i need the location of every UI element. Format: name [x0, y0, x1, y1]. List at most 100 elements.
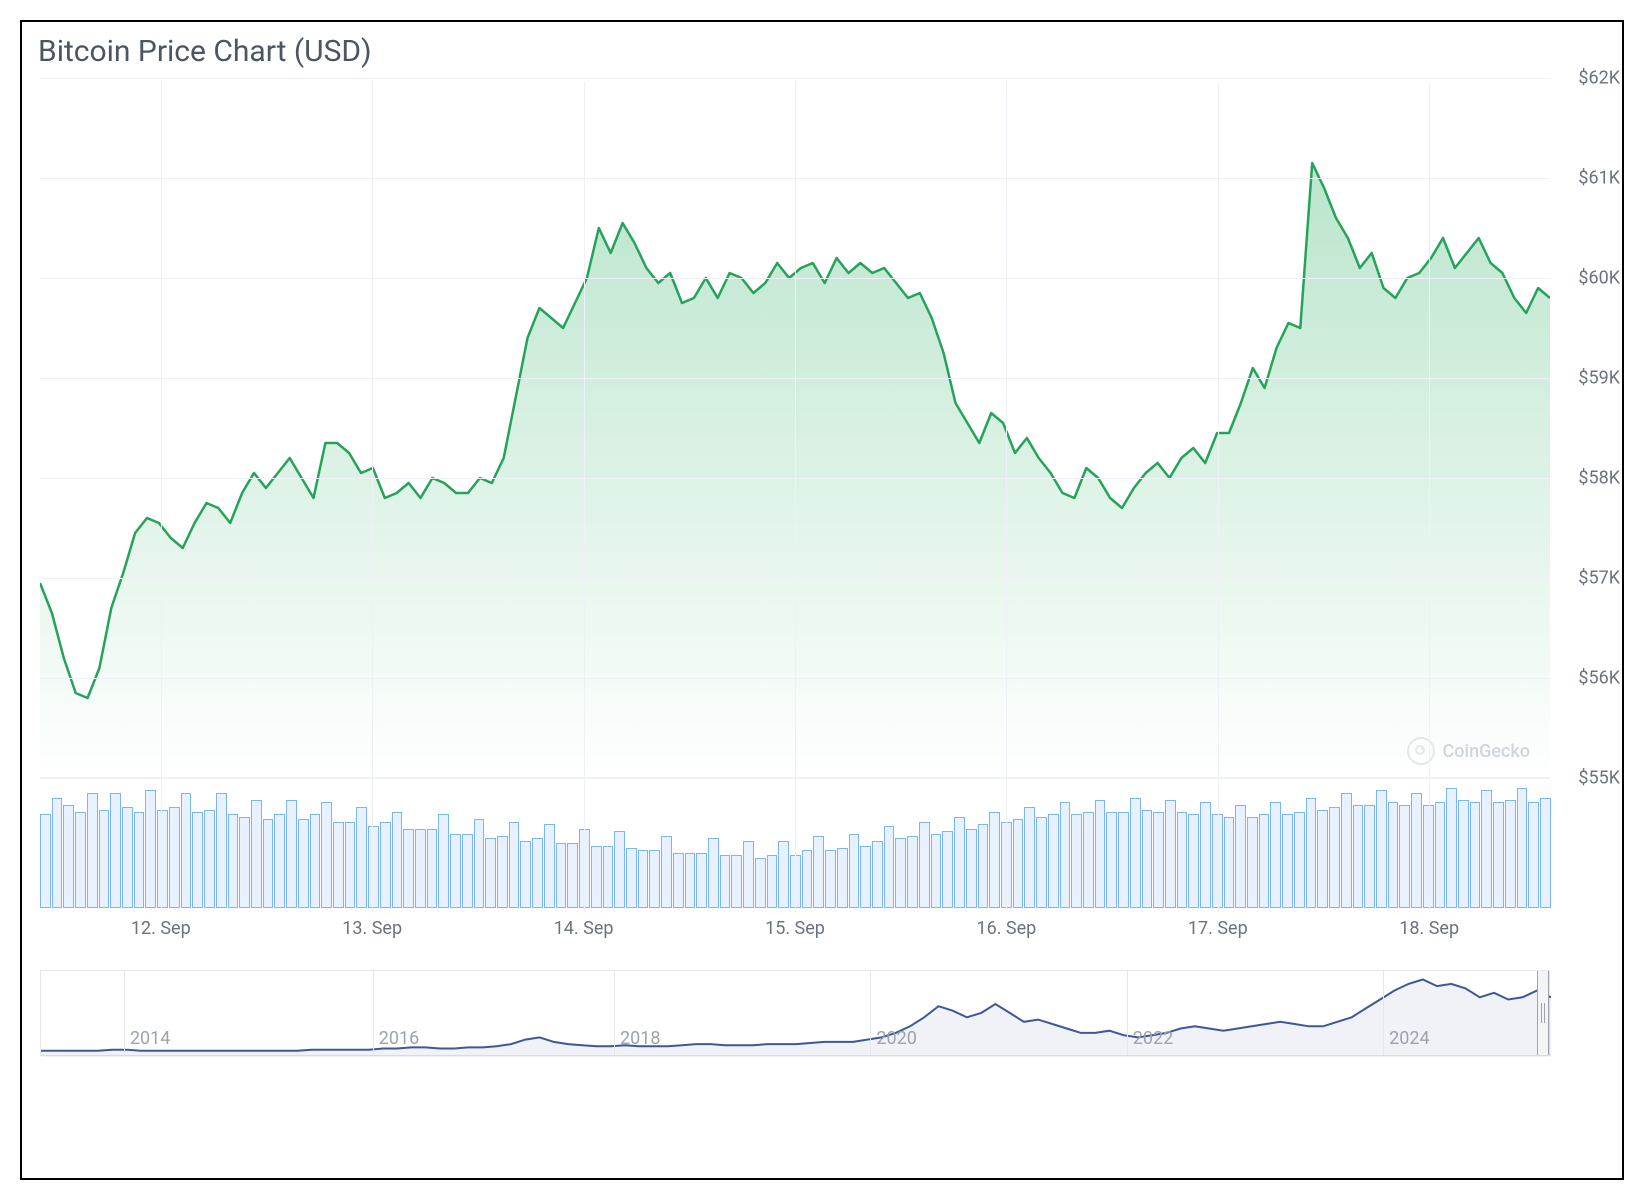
volume-bar — [1083, 812, 1094, 908]
volume-bar — [321, 802, 332, 908]
navigator-handle[interactable] — [1537, 971, 1549, 1055]
volume-bar — [767, 855, 778, 908]
volume-bar — [1282, 814, 1293, 908]
volume-bar — [1341, 793, 1352, 908]
volume-bar — [895, 838, 906, 908]
volume-bar — [1048, 814, 1059, 908]
volume-bar — [1388, 802, 1399, 908]
volume-bar — [1481, 790, 1492, 908]
volume-bar — [251, 800, 262, 908]
x-axis-label: 13. Sep — [342, 918, 402, 939]
volume-bar — [731, 855, 742, 908]
volume-bar — [1177, 812, 1188, 908]
volume-bar — [884, 826, 895, 908]
navigator-gridline — [1383, 971, 1384, 1055]
y-axis-label: $62K — [1578, 68, 1620, 89]
gecko-icon — [1407, 737, 1435, 765]
volume-bar — [556, 843, 567, 908]
navigator-label: 2018 — [620, 1028, 660, 1049]
navigator-gridline — [870, 971, 871, 1055]
volume-bar — [438, 814, 449, 908]
volume-bar — [626, 848, 637, 908]
volume-bar — [1153, 812, 1164, 908]
volume-bar — [849, 834, 860, 908]
volume-bar — [40, 814, 51, 908]
navigator-gridline — [124, 971, 125, 1055]
volume-bar — [1106, 812, 1117, 908]
volume-bar — [1294, 812, 1305, 908]
volume-bar — [509, 822, 520, 908]
volume-bar — [298, 819, 309, 908]
volume-bar — [192, 812, 203, 908]
volume-bar — [345, 822, 356, 908]
volume-bar — [392, 812, 403, 908]
volume-bar — [907, 836, 918, 908]
navigator-label: 2024 — [1389, 1028, 1429, 1049]
y-axis-label: $59K — [1578, 368, 1620, 389]
volume-bar — [603, 846, 614, 908]
volume-bar — [685, 853, 696, 908]
volume-bar — [1540, 798, 1551, 908]
volume-bar — [1024, 807, 1035, 908]
volume-bar — [825, 850, 836, 908]
volume-bar — [755, 858, 766, 908]
volume-bar — [989, 812, 1000, 908]
volume-bar — [368, 826, 379, 908]
volume-bar — [802, 850, 813, 908]
volume-bar — [1353, 805, 1364, 908]
volume-bar — [63, 805, 74, 908]
volume-bar — [110, 793, 121, 908]
navigator-label: 2014 — [130, 1028, 170, 1049]
chart-container: Bitcoin Price Chart (USD) $55K$56K$57K$5… — [20, 20, 1624, 1180]
volume-bar — [1095, 800, 1106, 908]
x-axis-label: 15. Sep — [765, 918, 825, 939]
volume-bar — [1142, 810, 1153, 908]
volume-bar — [1435, 802, 1446, 908]
volume-bar — [954, 817, 965, 908]
volume-bar — [1470, 802, 1481, 908]
volume-bar — [1493, 802, 1504, 908]
volume-bar — [450, 834, 461, 908]
volume-bar — [1060, 802, 1071, 908]
volume-bar — [638, 850, 649, 908]
volume-bar — [1399, 805, 1410, 908]
volume-bar — [1247, 817, 1258, 908]
volume-bar — [356, 807, 367, 908]
x-gridline — [584, 82, 585, 912]
volume-bar — [485, 838, 496, 908]
volume-bar — [1270, 802, 1281, 908]
navigator[interactable]: 2014 2016 2018 2020 2022 2024 — [40, 970, 1550, 1056]
volume-bar — [1013, 819, 1024, 908]
volume-bar — [837, 848, 848, 908]
x-axis-label: 18. Sep — [1399, 918, 1459, 939]
volume-bar — [1071, 814, 1082, 908]
y-axis: $55K$56K$57K$58K$59K$60K$61K$62K — [1560, 78, 1620, 777]
x-gridline — [795, 82, 796, 912]
navigator-label: 2016 — [379, 1028, 419, 1049]
volume-bar — [1517, 788, 1528, 908]
x-axis-label: 17. Sep — [1188, 918, 1248, 939]
navigator-label: 2020 — [876, 1028, 916, 1049]
volume-bar — [228, 814, 239, 908]
volume-bar — [614, 831, 625, 908]
volume-bar — [1376, 790, 1387, 908]
volume-bar — [1505, 800, 1516, 908]
volume-bar — [1130, 798, 1141, 908]
volume-bar — [1528, 802, 1539, 908]
navigator-label: 2022 — [1133, 1028, 1173, 1049]
navigator-gridline — [1127, 971, 1128, 1055]
volume-bar — [1458, 800, 1469, 908]
volume-bar — [157, 810, 168, 908]
navigator-gridline — [614, 971, 615, 1055]
volume-bar — [1423, 805, 1434, 908]
volume-bar — [169, 807, 180, 908]
volume-bar — [872, 841, 883, 908]
x-axis: 12. Sep13. Sep14. Sep15. Sep16. Sep17. S… — [40, 912, 1550, 946]
volume-bar — [1329, 807, 1340, 908]
volume-bar — [591, 846, 602, 908]
volume-bar — [1118, 812, 1129, 908]
volume-bar — [966, 829, 977, 908]
x-gridline — [161, 82, 162, 912]
volume-bar — [134, 812, 145, 908]
volume-bar — [204, 810, 215, 908]
